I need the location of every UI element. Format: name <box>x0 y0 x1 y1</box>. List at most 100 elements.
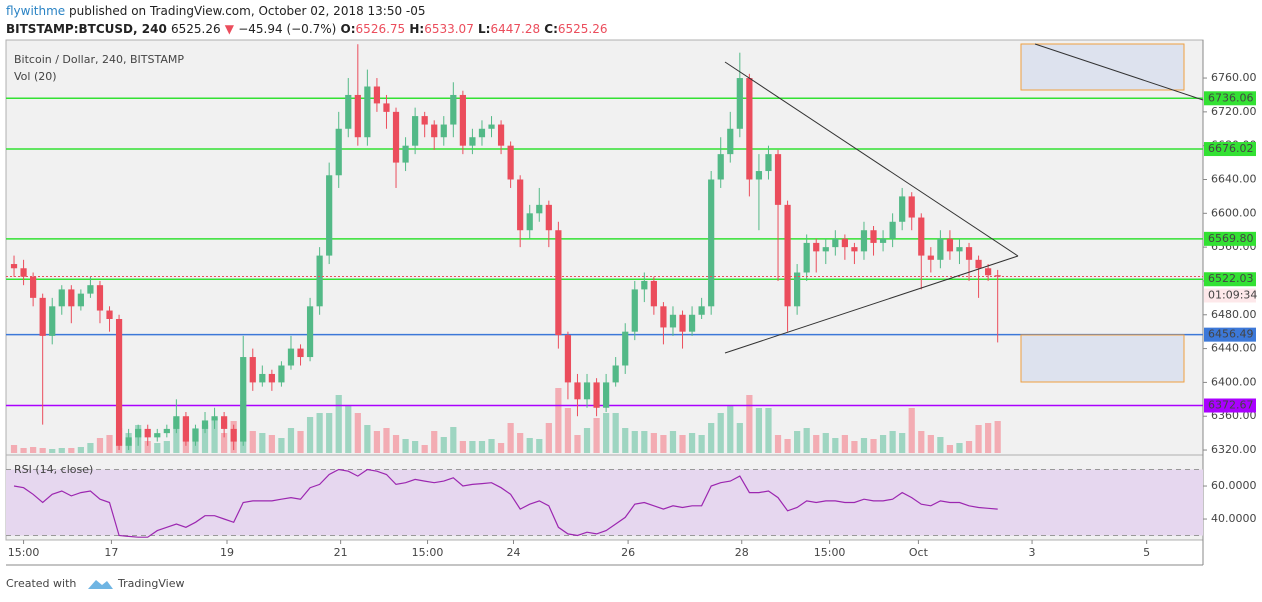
volume-bar <box>994 421 1001 453</box>
volume-bar <box>727 405 734 453</box>
user: flywithme <box>6 4 65 18</box>
x-tick-label: 15:00 <box>412 546 444 559</box>
volume-bar <box>297 431 304 453</box>
volume-bar <box>364 425 371 453</box>
candle-body <box>870 230 877 243</box>
brand[interactable]: TradingView <box>117 577 184 590</box>
volume-bar <box>287 428 295 453</box>
volume-bar <box>593 418 600 453</box>
candle-body <box>259 373 266 383</box>
candle-body <box>278 365 285 383</box>
candle-body <box>68 289 75 307</box>
chart-layer: 6320.006360.006400.006440.006480.006520.… <box>6 44 1257 559</box>
candle-body <box>822 247 829 252</box>
candle-body <box>135 428 142 438</box>
level-tag <box>1204 142 1256 157</box>
volume-bar <box>106 435 113 453</box>
candle-body <box>879 238 887 243</box>
volume-bar <box>268 435 275 453</box>
candle-body <box>708 179 715 307</box>
candle-body <box>478 128 486 138</box>
volume-bar <box>431 431 438 453</box>
volume-bar <box>163 441 170 453</box>
level-label: 6569.80 <box>1208 232 1254 245</box>
volume-bar <box>650 433 657 453</box>
rsi-y-tick-label: 40.0000 <box>1211 512 1257 525</box>
level-tag <box>1204 231 1256 246</box>
volume-bar <box>803 428 810 453</box>
candle-body <box>287 348 295 366</box>
volume-bar <box>717 413 724 453</box>
volume-bar <box>698 435 705 453</box>
candle-body <box>39 297 46 336</box>
volume-bar <box>813 435 820 453</box>
candle-body <box>450 94 457 125</box>
volume-bar <box>77 447 84 453</box>
candle-body <box>774 154 782 205</box>
x-tick-label: Oct <box>909 546 929 559</box>
volume-bar <box>832 438 839 453</box>
volume-bar <box>918 431 925 453</box>
candle-body <box>517 179 524 231</box>
x-tick-label: 28 <box>735 546 749 559</box>
volume-bar <box>555 388 562 453</box>
candle-body <box>106 310 113 319</box>
volume-bar <box>335 395 342 453</box>
chart-title: Bitcoin / Dollar, 240, BITSTAMP <box>14 53 184 66</box>
volume-bar <box>87 443 94 453</box>
candle-body <box>755 171 763 180</box>
brand-logo <box>88 580 113 589</box>
candle-body <box>297 348 304 358</box>
candle-body <box>354 94 361 138</box>
candle-body <box>813 242 820 252</box>
y-tick-label: 6720.00 <box>1211 105 1257 118</box>
candle-body <box>440 124 447 138</box>
volume-bar <box>612 413 619 453</box>
candle-body <box>383 103 390 112</box>
volume-bar <box>574 435 581 453</box>
candle-body <box>96 285 104 311</box>
candle-body <box>58 289 65 307</box>
candle-body <box>488 124 495 129</box>
candle-body <box>412 116 419 146</box>
volume-bar <box>641 431 648 453</box>
last: 6525.26 <box>171 22 221 36</box>
candle-body <box>937 238 944 260</box>
volume-bar <box>402 439 409 453</box>
candle-body <box>211 416 218 421</box>
volume-bar <box>679 435 686 453</box>
volume-bar <box>736 423 743 453</box>
candle-body <box>402 145 409 163</box>
candle-body <box>985 268 992 276</box>
volume-bar <box>688 433 696 453</box>
volume-title: Vol (20) <box>14 70 57 83</box>
level-label: 6736.06 <box>1208 91 1254 104</box>
candle-body <box>326 175 333 256</box>
candle-body <box>956 247 963 252</box>
volume-bar <box>746 395 753 453</box>
volume-bar <box>144 441 151 453</box>
volume-bar <box>956 443 963 453</box>
candle-body <box>908 196 915 218</box>
volume-bar <box>669 431 677 453</box>
volume-bar <box>306 417 314 453</box>
candle-body <box>221 416 228 429</box>
volume-bar <box>545 423 552 453</box>
target-box <box>1020 334 1185 383</box>
x-tick-label: 24 <box>506 546 520 559</box>
volume-bar <box>497 443 505 453</box>
candle-body <box>115 318 123 446</box>
candle-body <box>240 357 247 442</box>
volume-bar <box>889 431 896 453</box>
o-label: O: <box>341 22 356 36</box>
countdown: 01:09:34 <box>1208 289 1257 302</box>
l-label: L: <box>478 22 490 36</box>
candle-body <box>860 230 868 252</box>
candle-body <box>469 137 476 146</box>
x-tick-label: 3 <box>1029 546 1036 559</box>
candle-body <box>698 306 705 315</box>
volume-bar <box>708 423 715 453</box>
volume-bar <box>249 431 256 453</box>
y-tick-label: 6640.00 <box>1211 172 1257 185</box>
volume-bar <box>469 441 476 453</box>
